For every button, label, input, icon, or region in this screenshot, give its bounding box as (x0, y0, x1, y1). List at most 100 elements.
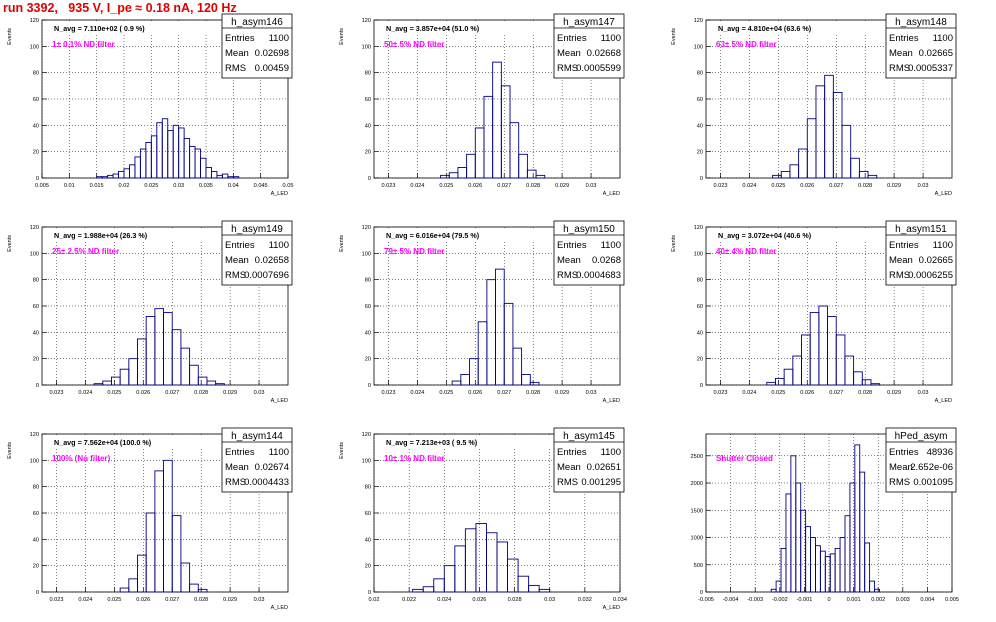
x-tick-label: 0.001 (847, 597, 861, 603)
x-tick-label: 0.005 (945, 597, 959, 603)
stats-value: 1100 (269, 240, 289, 251)
histogram-bin (859, 471, 866, 593)
y-tick-label: 0 (700, 590, 703, 596)
histogram-bin (844, 515, 851, 593)
y-tick-label: 100 (30, 251, 39, 257)
histogram-name: h_asym149 (231, 224, 283, 235)
stats-key: Entries (225, 33, 255, 44)
y-axis-label: Events (7, 442, 13, 459)
stats-key: RMS (889, 270, 910, 281)
stats-key: RMS (225, 63, 246, 74)
histogram-bin (805, 526, 812, 593)
y-tick-label: 60 (697, 304, 703, 310)
stats-value: 0.0005337 (908, 63, 953, 74)
x-tick-label: 0.03 (918, 390, 929, 396)
histogram-bin (770, 588, 777, 593)
stats-box (885, 220, 957, 286)
x-tick-label: 0.03 (254, 597, 265, 603)
y-tick-label: 60 (365, 304, 371, 310)
filter-annotation: 10± 1% ND filter (384, 454, 444, 463)
histogram-bin (528, 584, 540, 593)
stats-key: RMS (557, 63, 578, 74)
x-tick-label: 0.02 (119, 183, 130, 189)
histogram-bin (529, 381, 540, 386)
x-tick-label: 0.03 (544, 597, 555, 603)
stats-key: RMS (225, 477, 246, 488)
histogram-bin (189, 145, 196, 179)
histogram-bin (861, 379, 872, 386)
x-tick-label: -0.001 (796, 597, 812, 603)
stats-key: Entries (889, 447, 919, 458)
histogram-bin (789, 164, 800, 179)
histogram-bin (128, 578, 138, 593)
y-tick-label: 100 (30, 458, 39, 464)
histogram-bin (818, 305, 829, 386)
histogram-bin (829, 553, 836, 593)
stats-box (553, 13, 625, 79)
histogram-bin (197, 588, 208, 593)
histogram-bin (118, 170, 125, 179)
x-tick-label: 0.024 (78, 597, 92, 603)
y-tick-label: 120 (694, 225, 703, 231)
histogram-bin (167, 130, 174, 179)
stats-value: 0.0268 (592, 255, 621, 266)
x-tick-label: 0.029 (887, 183, 901, 189)
x-tick-label: 0.003 (896, 597, 910, 603)
histogram-panel-h_asym151: 0.023 0.024 0.025 0.026 0.027 0.028 0.029 0.03 0… (671, 220, 957, 404)
histogram-bin (766, 381, 776, 386)
x-tick-label: 0.015 (90, 183, 104, 189)
x-tick-label: 0.005 (35, 183, 49, 189)
stats-key: Entries (557, 240, 587, 251)
histogram-bin (783, 368, 794, 386)
stats-value: 48936 (927, 447, 953, 458)
histogram-name: h_asym150 (563, 224, 615, 235)
histogram-bin (466, 153, 476, 179)
x-tick-label: 0.025 (107, 597, 121, 603)
filter-annotation: Shutter Closed (716, 454, 773, 463)
y-tick-label: 40 (365, 537, 371, 543)
histogram-bin (867, 174, 878, 179)
histogram-bin (107, 174, 114, 179)
navg-label: N_avg = 7.562e+04 (100.0 %) (54, 438, 152, 447)
x-axis-label: A_LED (271, 398, 288, 404)
histogram-bin (205, 167, 212, 179)
filter-annotation: 40± 4% ND filter (716, 247, 776, 256)
x-tick-label: 0.023 (49, 597, 63, 603)
histogram-bin (215, 383, 225, 386)
histogram-bin (801, 334, 811, 386)
histogram-bin (477, 321, 488, 386)
x-tick-label: -0.003 (747, 597, 763, 603)
navg-box (382, 22, 557, 34)
filter-annotation: 25± 2.5% ND filter (52, 247, 119, 256)
stats-key: Mean (557, 48, 581, 59)
stats-key: Mean (225, 462, 249, 473)
y-tick-label: 80 (365, 485, 371, 491)
filter-annotation: 1± 0.1% ND filter (52, 40, 115, 49)
stats-value: 1100 (601, 33, 621, 44)
histogram-bin (139, 148, 147, 179)
y-tick-label: 100 (694, 44, 703, 50)
stats-box (885, 427, 957, 493)
stats-value: 1100 (933, 240, 953, 251)
histogram-bin (518, 153, 528, 179)
x-tick-label: 0.03 (254, 390, 265, 396)
x-tick-label: 0.023 (49, 390, 63, 396)
navg-box (50, 229, 225, 241)
x-tick-label: 0.029 (223, 597, 237, 603)
stats-value: 0.00459 (255, 63, 289, 74)
x-tick-label: 0.032 (578, 597, 592, 603)
x-tick-label: 0.004 (920, 597, 934, 603)
x-tick-label: 0.027 (829, 183, 843, 189)
x-tick-label: 0.028 (858, 390, 872, 396)
stats-box (553, 220, 625, 286)
stats-value: 0.001095 (913, 477, 953, 488)
histogram-bin (145, 316, 156, 386)
stats-value: 0.001295 (581, 477, 621, 488)
stats-key: Entries (557, 447, 587, 458)
histogram-bin (469, 358, 479, 386)
stats-key: RMS (889, 63, 910, 74)
x-tick-label: 0 (827, 597, 830, 603)
histogram-bin (809, 312, 820, 386)
navg-box (382, 229, 557, 241)
x-axis-label: A_LED (271, 605, 288, 611)
